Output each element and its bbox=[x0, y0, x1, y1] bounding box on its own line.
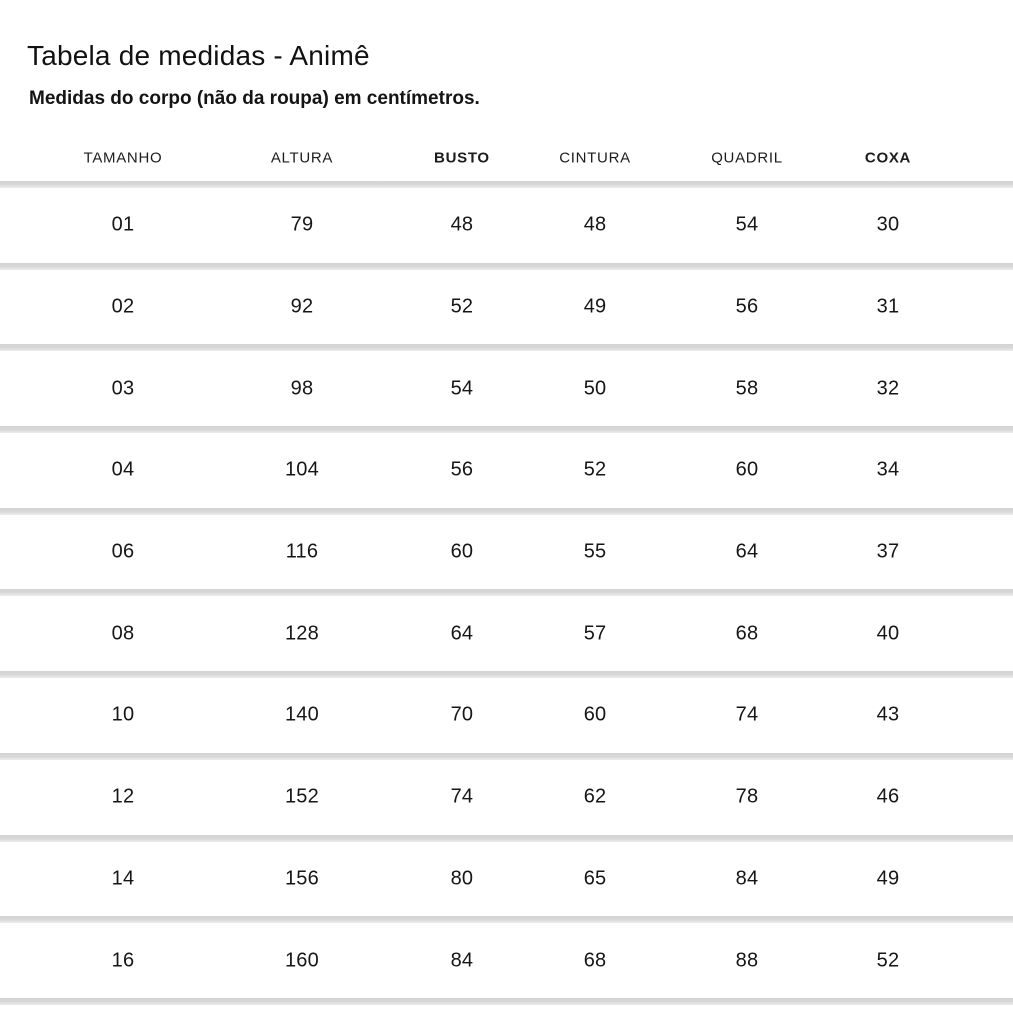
cell-busto: 60 bbox=[450, 540, 474, 563]
cell-busto: 84 bbox=[450, 949, 474, 972]
column-header-coxa: COXA bbox=[864, 149, 912, 167]
row-divider bbox=[0, 997, 1013, 1005]
row-divider bbox=[0, 262, 1013, 270]
page-title: Tabela de medidas - Animê bbox=[27, 40, 370, 71]
table-row: 06 116 60 55 64 37 bbox=[0, 514, 1013, 590]
cell-quadril: 68 bbox=[735, 622, 759, 645]
measurements-table: TAMANHO ALTURA BUSTO CINTURA QUADRIL COXA 01 7… bbox=[0, 135, 1013, 1005]
row-divider bbox=[0, 181, 1013, 188]
cell-busto: 54 bbox=[450, 377, 474, 400]
cell-quadril: 84 bbox=[735, 867, 759, 890]
table-row: 14 156 80 65 84 49 bbox=[0, 841, 1013, 917]
cell-quadril: 78 bbox=[735, 785, 759, 808]
row-divider bbox=[0, 671, 1013, 679]
column-header-altura: ALTURA bbox=[270, 149, 334, 167]
cell-tamanho: 10 bbox=[111, 703, 135, 726]
cell-tamanho: 04 bbox=[111, 458, 135, 481]
cell-altura: 104 bbox=[284, 458, 319, 481]
cell-altura: 79 bbox=[290, 213, 314, 236]
cell-tamanho: 03 bbox=[111, 377, 135, 400]
cell-busto: 80 bbox=[450, 867, 474, 890]
cell-cintura: 62 bbox=[583, 785, 607, 808]
row-divider bbox=[0, 426, 1013, 434]
table-row: 08 128 64 57 68 40 bbox=[0, 596, 1013, 672]
table-row: 16 160 84 68 88 52 bbox=[0, 923, 1013, 998]
table-row: 12 152 74 62 78 46 bbox=[0, 759, 1013, 835]
column-header-tamanho: TAMANHO bbox=[83, 149, 163, 167]
cell-busto: 70 bbox=[450, 703, 474, 726]
cell-cintura: 60 bbox=[583, 703, 607, 726]
cell-coxa: 34 bbox=[876, 458, 900, 481]
cell-cintura: 52 bbox=[583, 458, 607, 481]
row-divider bbox=[0, 344, 1013, 352]
column-header-quadril: QUADRIL bbox=[711, 149, 783, 167]
cell-busto: 64 bbox=[450, 622, 474, 645]
cell-altura: 98 bbox=[290, 377, 314, 400]
cell-quadril: 60 bbox=[735, 458, 759, 481]
cell-altura: 140 bbox=[284, 703, 319, 726]
column-header-cintura: CINTURA bbox=[559, 149, 631, 167]
cell-cintura: 50 bbox=[583, 377, 607, 400]
cell-cintura: 65 bbox=[583, 867, 607, 890]
cell-coxa: 40 bbox=[876, 622, 900, 645]
page-subtitle: Medidas do corpo (não da roupa) em centí… bbox=[29, 88, 480, 109]
row-divider bbox=[0, 752, 1013, 760]
cell-busto: 52 bbox=[450, 295, 474, 318]
cell-altura: 128 bbox=[284, 622, 319, 645]
cell-cintura: 55 bbox=[583, 540, 607, 563]
column-header-busto: BUSTO bbox=[434, 149, 490, 167]
cell-tamanho: 01 bbox=[111, 213, 135, 236]
cell-cintura: 57 bbox=[583, 622, 607, 645]
table-row: 10 140 70 60 74 43 bbox=[0, 678, 1013, 753]
row-divider bbox=[0, 834, 1013, 842]
cell-busto: 74 bbox=[450, 785, 474, 808]
cell-quadril: 88 bbox=[735, 949, 759, 972]
cell-tamanho: 16 bbox=[111, 949, 135, 972]
cell-coxa: 52 bbox=[876, 949, 900, 972]
cell-busto: 48 bbox=[450, 213, 474, 236]
row-divider bbox=[0, 507, 1013, 515]
cell-coxa: 49 bbox=[876, 867, 900, 890]
cell-quadril: 56 bbox=[735, 295, 759, 318]
cell-altura: 116 bbox=[285, 540, 319, 563]
cell-tamanho: 02 bbox=[111, 295, 135, 318]
cell-coxa: 37 bbox=[876, 540, 900, 563]
cell-coxa: 31 bbox=[876, 295, 900, 318]
table-row: 04 104 56 52 60 34 bbox=[0, 433, 1013, 508]
cell-coxa: 46 bbox=[876, 785, 900, 808]
row-divider bbox=[0, 589, 1013, 597]
cell-quadril: 54 bbox=[735, 213, 759, 236]
cell-quadril: 74 bbox=[735, 703, 759, 726]
table-header-row: TAMANHO ALTURA BUSTO CINTURA QUADRIL COXA bbox=[0, 135, 1013, 181]
cell-cintura: 48 bbox=[583, 213, 607, 236]
table-body: 01 79 48 48 54 30 02 92 52 49 56 31 03 98 54 50 58 32 04 10… bbox=[0, 181, 1013, 1005]
table-row: 03 98 54 50 58 32 bbox=[0, 351, 1013, 427]
cell-altura: 92 bbox=[290, 295, 314, 318]
cell-altura: 152 bbox=[284, 785, 319, 808]
cell-altura: 156 bbox=[284, 867, 319, 890]
cell-altura: 160 bbox=[284, 949, 319, 972]
cell-tamanho: 14 bbox=[111, 867, 135, 890]
cell-quadril: 64 bbox=[735, 540, 759, 563]
cell-tamanho: 08 bbox=[111, 622, 135, 645]
row-divider bbox=[0, 916, 1013, 924]
cell-coxa: 30 bbox=[876, 213, 900, 236]
cell-busto: 56 bbox=[450, 458, 474, 481]
cell-tamanho: 06 bbox=[111, 540, 135, 563]
table-row: 01 79 48 48 54 30 bbox=[0, 188, 1013, 263]
cell-tamanho: 12 bbox=[111, 785, 135, 808]
cell-quadril: 58 bbox=[735, 377, 759, 400]
cell-coxa: 43 bbox=[876, 703, 900, 726]
cell-cintura: 68 bbox=[583, 949, 607, 972]
cell-cintura: 49 bbox=[583, 295, 607, 318]
table-row: 02 92 52 49 56 31 bbox=[0, 269, 1013, 345]
cell-coxa: 32 bbox=[876, 377, 900, 400]
